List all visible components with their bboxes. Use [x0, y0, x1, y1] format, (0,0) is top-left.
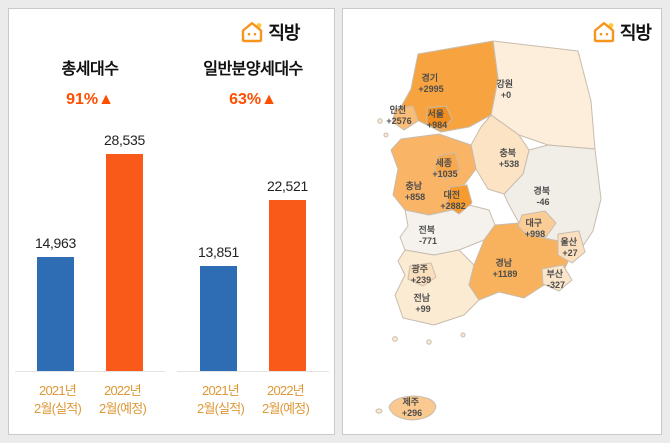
map-region-chungbuk [470, 114, 529, 195]
map-region-seoul [426, 105, 452, 131]
x-axis-label-2021: 2021년 2월(실적) [34, 383, 82, 416]
map-label-sejong: 세종 +1035 [432, 157, 457, 179]
map-label-seoul: 서울 +984 [426, 108, 446, 130]
chart-change-general: 63%▲ [229, 91, 277, 108]
bar-2021-actual [199, 266, 237, 371]
map-region-incheon [392, 105, 418, 131]
map-label-jeju: 제주 +296 [401, 396, 421, 418]
map-region-jeonnam [394, 249, 479, 326]
south-korea-map: 경기 +2995 강원 +0 인천 +2576 서울 +984 세종 +1035… [375, 40, 601, 421]
bar-value-label: 22,521 [267, 178, 309, 194]
x-axis-label-2021: 2021년 2월(실적) [197, 383, 245, 416]
bar-2021-actual [36, 257, 74, 371]
bar-column-2022: 22,521 [267, 178, 308, 371]
chart-title-general: 일반분양세대수 [203, 61, 303, 78]
zigbang-logo: 직방 [592, 19, 652, 45]
islet [391, 336, 398, 342]
bar-column-2022: 28,535 [104, 132, 145, 371]
map-label-jeonbuk: 전북 -771 [418, 224, 437, 246]
zigbang-logo: 직방 [240, 19, 301, 45]
bar-2022-planned [269, 200, 307, 371]
map-label-chungbuk: 충북 +538 [498, 147, 518, 169]
map-region-busan [541, 264, 572, 292]
chart-title-total: 총세대수 [61, 61, 119, 78]
map-label-busan: 부산 -327 [546, 268, 565, 290]
bar-value-label: 28,535 [104, 132, 146, 148]
map-region-gyeonggi [400, 40, 498, 133]
islet [376, 118, 383, 124]
bar-value-label: 14,963 [34, 235, 76, 251]
bar-2022-planned [106, 154, 144, 371]
x-axis-labels: 2021년 2월(실적) 2022년 2월(예정) [15, 382, 165, 418]
map-label-daegu: 대구 +998 [524, 217, 544, 239]
x-axis-labels: 2021년 2월(실적) 2022년 2월(예정) [177, 382, 329, 418]
chart-change-total: 91%▲ [66, 91, 114, 108]
map-label-incheon: 인천 +2576 [386, 105, 411, 126]
map-label-daejeon: 대전 +2882 [440, 189, 465, 211]
map-region-gwangju [407, 262, 436, 287]
zigbang-house-icon [242, 22, 263, 43]
islet [460, 332, 465, 338]
map-region-jeju [388, 395, 436, 421]
islet [375, 408, 382, 414]
zigbang-house-icon [593, 22, 615, 43]
map-label-chungnam: 충남 +858 [404, 180, 424, 202]
map-label-gwangju: 광주 +239 [410, 263, 430, 285]
bar-area-general: 13,851 22,521 [177, 119, 329, 372]
bar-chart-panel: 직방 총세대수 91%▲ 14,963 28,535 [8, 8, 335, 435]
x-axis-label-2022: 2022년 2월(예정) [99, 383, 147, 416]
map-panel: 직방 [341, 8, 662, 435]
chart-group-general-sale: 일반분양세대수 63%▲ 13,851 22,521 2021년 2월(실적) [177, 55, 329, 418]
map-label-gangwon: 강원 +0 [496, 78, 515, 100]
map-region-ulsan [557, 230, 585, 264]
map-label-ulsan: 울산 +27 [560, 236, 579, 258]
brand-name: 직방 [268, 23, 300, 43]
bar-area-total: 14,963 28,535 [15, 119, 165, 372]
map-label-gyeongnam: 경남 +1189 [492, 257, 517, 279]
x-axis-label-2022: 2022년 2월(예정) [262, 383, 310, 416]
bar-value-label: 13,851 [197, 244, 239, 260]
chart-group-total-households: 총세대수 91%▲ 14,963 28,535 2021년 2월(실적) [15, 55, 165, 418]
map-label-gyeongbuk: 경북 -46 [533, 185, 552, 207]
islet [383, 132, 388, 138]
brand-name: 직방 [619, 23, 652, 43]
map-region-daegu [517, 210, 556, 238]
map-label-jeonnam: 전남 +99 [413, 292, 432, 314]
bar-column-2021: 14,963 [35, 235, 76, 371]
bar-column-2021: 13,851 [198, 244, 239, 371]
islet [425, 339, 432, 345]
map-label-gyeonggi: 경기 +2995 [418, 72, 443, 94]
map-region-sejong [434, 152, 460, 180]
map-region-daejeon [446, 184, 472, 215]
